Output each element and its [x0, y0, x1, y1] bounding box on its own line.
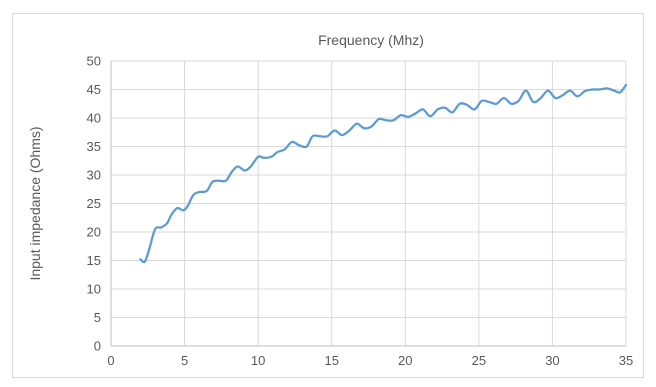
impedance-series-line: [139, 83, 628, 264]
y-tick-label: 5: [94, 310, 101, 325]
x-tick-label: 0: [107, 353, 114, 368]
chart-title: Frequency (Mhz): [318, 32, 424, 48]
axis-layer: [110, 61, 626, 347]
y-tick-label: 50: [87, 54, 101, 69]
y-tick-label: 35: [87, 139, 101, 154]
tick-labels: 0 5 10 15 20 25 30 35 40 45 50 0 5 10 15 20 25 30 35: [87, 54, 634, 369]
y-axis-title: Input impedance (Ohms): [27, 126, 43, 280]
y-tick-label: 0: [94, 339, 101, 354]
y-tick-label: 10: [87, 282, 101, 297]
x-tick-label: 25: [472, 353, 486, 368]
y-tick-label: 15: [87, 253, 101, 268]
y-tick-label: 30: [87, 168, 101, 183]
series-layer: [139, 83, 628, 264]
x-tick-label: 15: [324, 353, 338, 368]
y-tick-label: 45: [87, 82, 101, 97]
y-tick-label: 20: [87, 225, 101, 240]
x-tick-label: 20: [398, 353, 412, 368]
x-tick-label: 5: [181, 353, 188, 368]
y-tick-label: 40: [87, 111, 101, 126]
y-tick-label: 25: [87, 196, 101, 211]
x-tick-label: 10: [251, 353, 265, 368]
x-tick-label: 30: [545, 353, 559, 368]
line-chart: 0 5 10 15 20 25 30 35 40 45 50 0 5 10 15 20 25 30 35 Frequ…: [27, 32, 634, 369]
grid-layer: [111, 60, 627, 346]
x-tick-label: 35: [619, 353, 633, 368]
chart-container: 0 5 10 15 20 25 30 35 40 45 50 0 5 10 15 20 25 30 35 Frequ…: [12, 13, 644, 378]
